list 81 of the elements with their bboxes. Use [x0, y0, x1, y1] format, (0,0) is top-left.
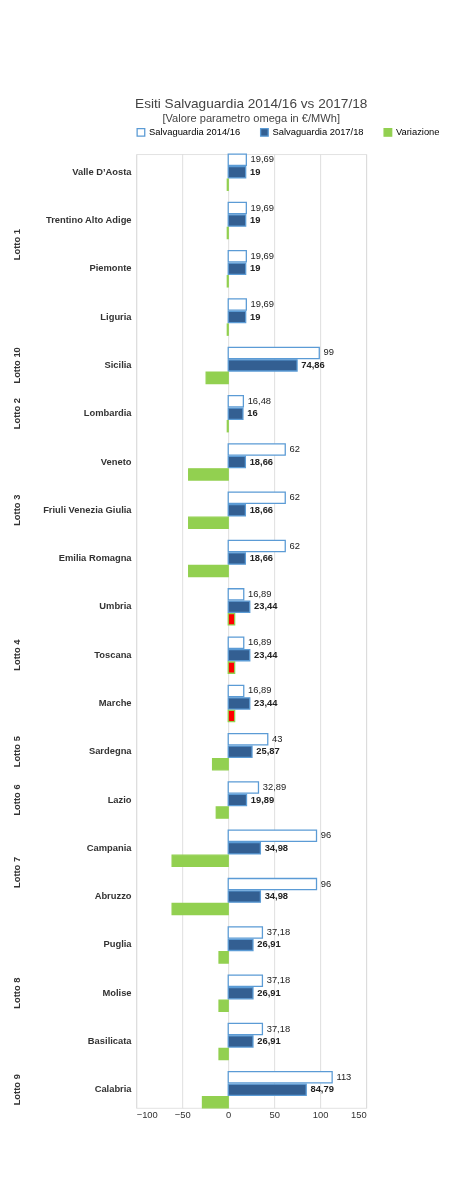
data-label: 26,91 [257, 939, 281, 950]
data-label: 25,87 [256, 746, 280, 757]
y-tick-label: Umbria [99, 601, 133, 612]
data-label: 23,44 [254, 649, 279, 660]
x-tick-label: −50 [174, 1109, 191, 1120]
data-label: 62 [289, 540, 300, 551]
y-tick-label: Lazio [107, 794, 132, 805]
data-label: 32,89 [262, 782, 287, 793]
text: Lotto 3 [11, 494, 22, 526]
data-label: 99 [323, 347, 334, 358]
y-tick-label: Sicilia [104, 359, 133, 370]
text: Lotto 2 [11, 398, 22, 430]
data-label: 16,89 [248, 637, 272, 648]
y-tick-label: Lombardia [83, 408, 133, 419]
y-tick-label: Emilia Romagna [58, 553, 133, 564]
x-tick-label: 0 [226, 1109, 232, 1120]
data-label: 113 [336, 1071, 352, 1082]
data-label: 19,69 [250, 154, 275, 165]
y-tick-label: Campania [86, 842, 133, 853]
x-tick-label: 50 [269, 1109, 280, 1120]
chart-subtitle: [Valore parametro omega in €/MWh] [162, 111, 340, 124]
y-tick-label: Piemonte [89, 263, 132, 274]
text: Lotto 8 [11, 977, 22, 1009]
y-tick-label: Veneto [100, 456, 132, 467]
data-label: 19,89 [250, 794, 275, 805]
data-label: 23,44 [254, 697, 279, 708]
y-tick-label: Sardegna [88, 746, 133, 757]
y-tick-label: Marche [98, 697, 132, 708]
y-tick-label: Trentino Alto Adige [45, 215, 132, 226]
text: Lotto 4 [11, 638, 22, 671]
legend-label: Salvaguardia 2014/16 [149, 126, 241, 137]
data-label: 37,18 [266, 1023, 291, 1034]
data-label: 19,69 [250, 299, 275, 310]
y-tick-label: Valle D’Aosta [72, 166, 133, 177]
data-label: 19 [249, 215, 261, 226]
data-label: 34,98 [264, 842, 289, 853]
y-tick-label: Molise [102, 987, 132, 998]
y-tick-label: Abruzzo [94, 891, 132, 902]
data-label: 18,66 [249, 504, 274, 515]
data-label: 16 [247, 408, 258, 419]
y-tick-label: Basilicata [87, 1036, 133, 1047]
data-label: 18,66 [249, 553, 274, 564]
data-label: 18,66 [249, 456, 274, 467]
text: Lotto 9 [11, 1074, 22, 1106]
chart-title: Esiti Salvaguardia 2014/16 vs 2017/18 [135, 96, 368, 112]
data-label: 62 [289, 444, 300, 455]
data-label: 37,18 [266, 926, 291, 937]
text: Lotto 10 [11, 347, 22, 384]
data-label: 26,91 [257, 987, 281, 998]
data-label: 26,91 [257, 1036, 281, 1047]
data-label: 96 [320, 830, 332, 841]
x-tick-label: −100 [136, 1109, 158, 1120]
data-label: 19,69 [250, 250, 275, 261]
data-label: 96 [320, 878, 332, 889]
data-label: 74,86 [301, 359, 325, 370]
legend-label: Salvaguardia 2017/18 [272, 126, 364, 137]
text: Lotto 6 [11, 784, 22, 816]
data-label: 62 [289, 492, 300, 503]
text: Lotto 5 [11, 736, 22, 768]
y-tick-label: Toscana [94, 649, 133, 660]
data-label: 43 [272, 733, 283, 744]
text: Lotto 7 [11, 856, 22, 889]
x-tick-label: 150 [350, 1109, 367, 1120]
data-label: 84,79 [310, 1084, 334, 1095]
x-tick-label: 100 [312, 1109, 329, 1120]
data-label: 16,48 [247, 395, 272, 406]
data-label: 23,44 [254, 601, 279, 612]
data-label: 19 [249, 311, 261, 322]
data-label: 37,18 [266, 975, 291, 986]
data-label: 16,89 [248, 588, 272, 599]
legend-label: Variazione [395, 126, 440, 137]
data-label: 19 [249, 263, 261, 274]
y-tick-label: Friuli Venezia Giulia [43, 504, 133, 515]
data-label: 34,98 [264, 891, 289, 902]
y-tick-label: Puglia [103, 939, 133, 950]
data-label: 19 [249, 166, 261, 177]
data-label: 19,69 [250, 202, 275, 213]
data-label: 16,89 [248, 685, 272, 696]
y-tick-label: Liguria [100, 311, 133, 322]
y-tick-label: Calabria [94, 1084, 133, 1095]
text: Lotto 1 [11, 229, 22, 261]
